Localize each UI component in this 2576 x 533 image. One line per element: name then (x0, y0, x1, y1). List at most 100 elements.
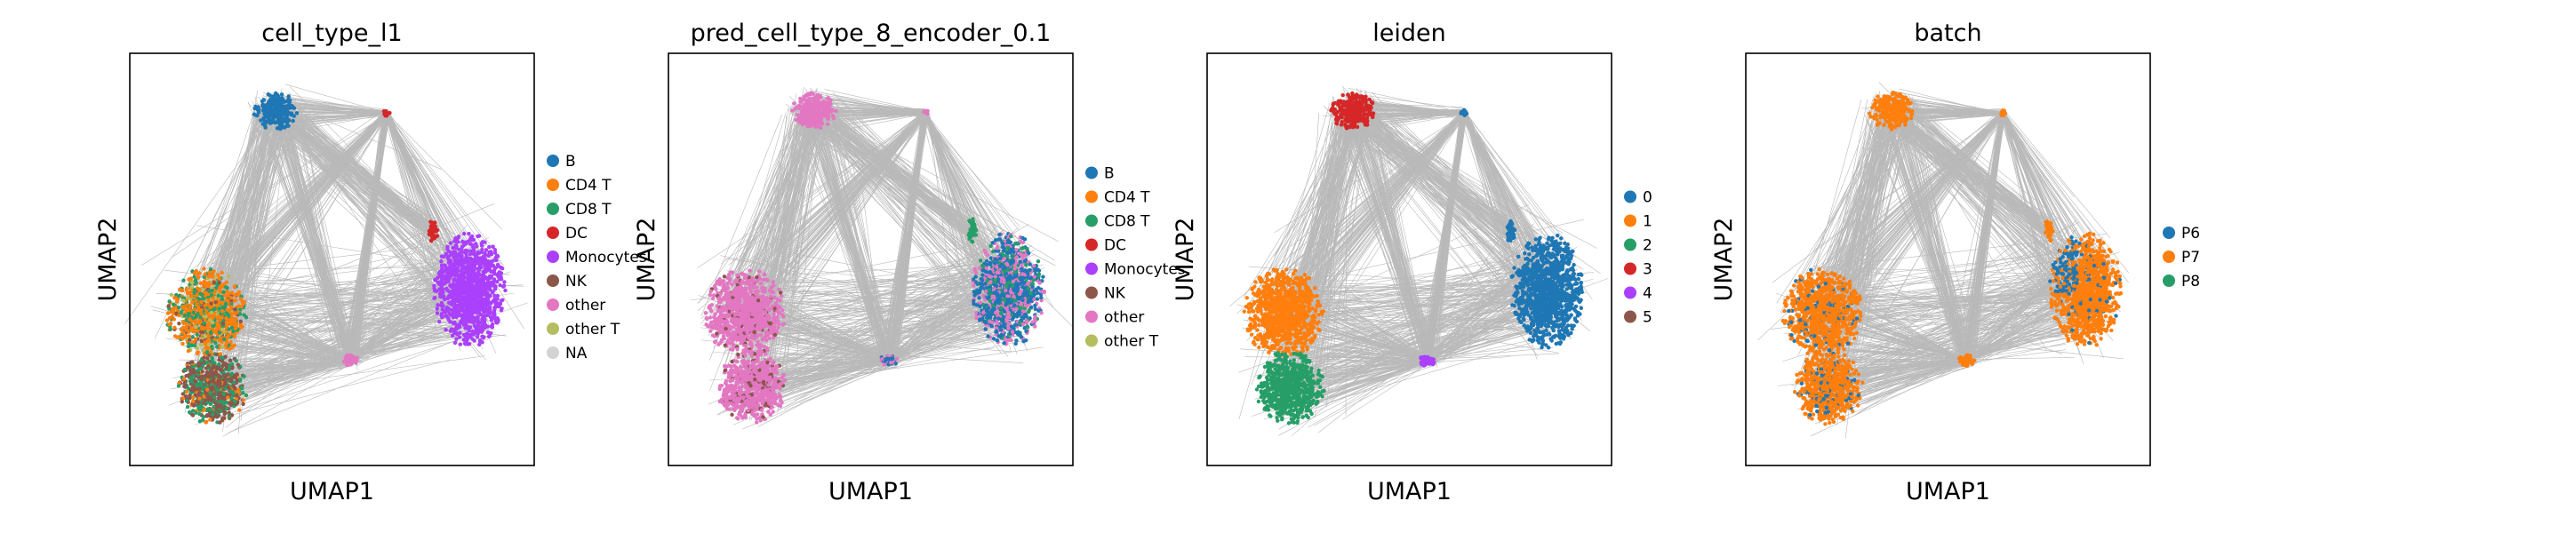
scatter-point (210, 356, 215, 361)
legend-label: other (565, 297, 605, 314)
scatter-point (197, 390, 202, 395)
graph-edge (228, 345, 350, 361)
scatter-point (239, 386, 244, 391)
graph-edge (202, 276, 496, 333)
graph-edge (215, 270, 481, 366)
scatter-point (279, 92, 284, 97)
scatter-point (495, 297, 500, 301)
graph-edge (222, 364, 350, 437)
scatter-point (229, 315, 235, 321)
scatter-point (234, 393, 239, 398)
scatter-point (205, 323, 211, 328)
scatter-point (188, 378, 193, 384)
scatter-point (241, 301, 245, 306)
scatter-point (229, 290, 234, 295)
scatter-point (465, 303, 469, 307)
scatter-point (185, 365, 190, 370)
graph-edge (228, 330, 481, 434)
scatter-point (188, 396, 192, 401)
graph-edge (215, 282, 460, 374)
scatter-point (439, 266, 444, 272)
scatter-point (217, 276, 222, 281)
scatter-point (196, 405, 201, 410)
scatter-point (204, 290, 208, 295)
scatter-point (194, 268, 198, 274)
scatter-point (352, 355, 356, 360)
scatter-point (212, 280, 216, 285)
panel-title: cell_type_l1 (261, 20, 402, 47)
scatter-point (203, 303, 208, 308)
scatter-point (178, 287, 182, 292)
graph-edge (284, 120, 343, 361)
scatter-point (211, 320, 215, 325)
graph-edge (184, 112, 258, 413)
scatter-point (461, 272, 466, 277)
scatter-point (217, 338, 221, 343)
scatter-point (219, 399, 224, 404)
scatter-point (175, 298, 180, 304)
scatter-point (172, 317, 177, 322)
scatter-point (236, 290, 241, 295)
scatter-point (268, 101, 272, 107)
scatter-point (481, 254, 486, 259)
scatter-point (185, 404, 190, 410)
scatter-point (220, 297, 225, 301)
scatter-point (191, 388, 196, 393)
scatter-point (224, 365, 229, 370)
scatter-point (478, 313, 484, 317)
scatter-point (488, 274, 493, 279)
scatter-point (202, 394, 206, 399)
scatter-point (226, 293, 230, 298)
scatter-point (486, 306, 492, 312)
scatter-point (236, 362, 241, 367)
legend-marker (547, 346, 559, 359)
scatter-point (473, 251, 478, 256)
scatter-point (473, 259, 478, 264)
scatter-point (454, 337, 459, 341)
scatter-point (233, 292, 237, 298)
scatter-point (469, 300, 474, 305)
scatter-point (197, 411, 202, 417)
scatter-point (259, 118, 263, 123)
scatter-point (263, 125, 268, 130)
scatter-point (238, 377, 243, 382)
scatter-point (436, 303, 440, 307)
scatter-point (201, 287, 205, 292)
scatter-point (204, 350, 210, 355)
scatter-point (457, 324, 462, 330)
scatter-point (456, 235, 461, 239)
scatter-point (209, 397, 213, 402)
scatter-point (223, 343, 228, 348)
scatter-point (216, 392, 221, 397)
scatter-point (443, 274, 448, 278)
scatter-point (467, 260, 471, 266)
scatter-point (237, 312, 243, 316)
scatter-point (210, 412, 215, 417)
scatter-point (203, 398, 207, 403)
scatter-point (228, 358, 233, 363)
scatter-point (477, 328, 483, 333)
scatter-point (204, 419, 208, 425)
scatter-point (465, 290, 469, 295)
scatter-point (210, 274, 215, 279)
scatter-point (428, 219, 433, 224)
scatter-point (217, 286, 222, 290)
scatter-point (182, 314, 188, 318)
scatter-point (502, 280, 507, 284)
graph-edge (229, 114, 387, 307)
scatter-point (225, 285, 229, 290)
graph-edge (235, 125, 265, 409)
scatter-point (180, 400, 184, 404)
scatter-point (292, 114, 296, 118)
scatter-point (495, 262, 500, 267)
scatter-point (497, 301, 501, 306)
scatter-point (493, 319, 499, 323)
scatter-point (273, 91, 278, 97)
scatter-point (454, 258, 460, 263)
scatter-point (220, 270, 224, 275)
graph-edge (228, 240, 477, 270)
scatter-point (260, 99, 265, 104)
scatter-point (226, 307, 230, 313)
graph-edge (245, 115, 388, 344)
scatter-point (204, 341, 208, 346)
